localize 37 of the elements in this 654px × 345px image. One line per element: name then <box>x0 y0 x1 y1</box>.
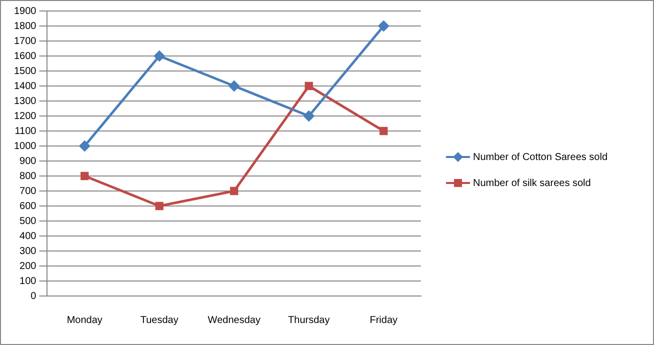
y-tick-label: 1200 <box>14 110 37 122</box>
y-tick-label: 400 <box>20 230 37 242</box>
y-tick-label: 1500 <box>14 66 37 77</box>
y-tick-label: 1100 <box>14 126 37 137</box>
point <box>304 82 313 90</box>
y-tick-label: 200 <box>20 260 37 272</box>
y-tick-label: 1800 <box>14 20 37 32</box>
y-tick-label: 1900 <box>14 6 37 17</box>
x-tick-label: Tuesday <box>140 314 178 326</box>
point <box>380 126 388 136</box>
point <box>155 202 164 210</box>
y-tick-label: 1700 <box>14 36 37 47</box>
legend-label: Number of silk sarees sold <box>473 178 591 188</box>
point <box>80 172 89 180</box>
y-tick-label: 0 <box>30 290 37 302</box>
x-tick-label: Monday <box>66 314 102 326</box>
x-tick-label: Thursday <box>288 314 330 326</box>
y-tick-label: 900 <box>20 156 37 167</box>
y-tick-label: 500 <box>20 216 37 227</box>
y-tick-label: 1400 <box>14 80 37 92</box>
y-tick-label: 1300 <box>14 96 37 107</box>
point <box>154 50 165 62</box>
y-tick-label: 600 <box>20 200 37 212</box>
point <box>79 140 90 152</box>
x-tick-label: Wednesday <box>208 314 260 326</box>
legend-label: Number of Cotton Sarees sold <box>473 152 608 162</box>
y-tick-label: 100 <box>20 276 37 287</box>
point <box>230 186 238 196</box>
point <box>378 20 389 32</box>
y-tick-label: 800 <box>20 170 37 182</box>
y-tick-label: 300 <box>20 246 37 257</box>
y-tick-label: 1600 <box>14 50 37 62</box>
y-tick-label: 1000 <box>14 140 37 152</box>
x-tick-label: Friday <box>370 314 398 326</box>
point <box>304 110 314 122</box>
y-tick-label: 700 <box>20 186 37 197</box>
point <box>228 80 240 92</box>
